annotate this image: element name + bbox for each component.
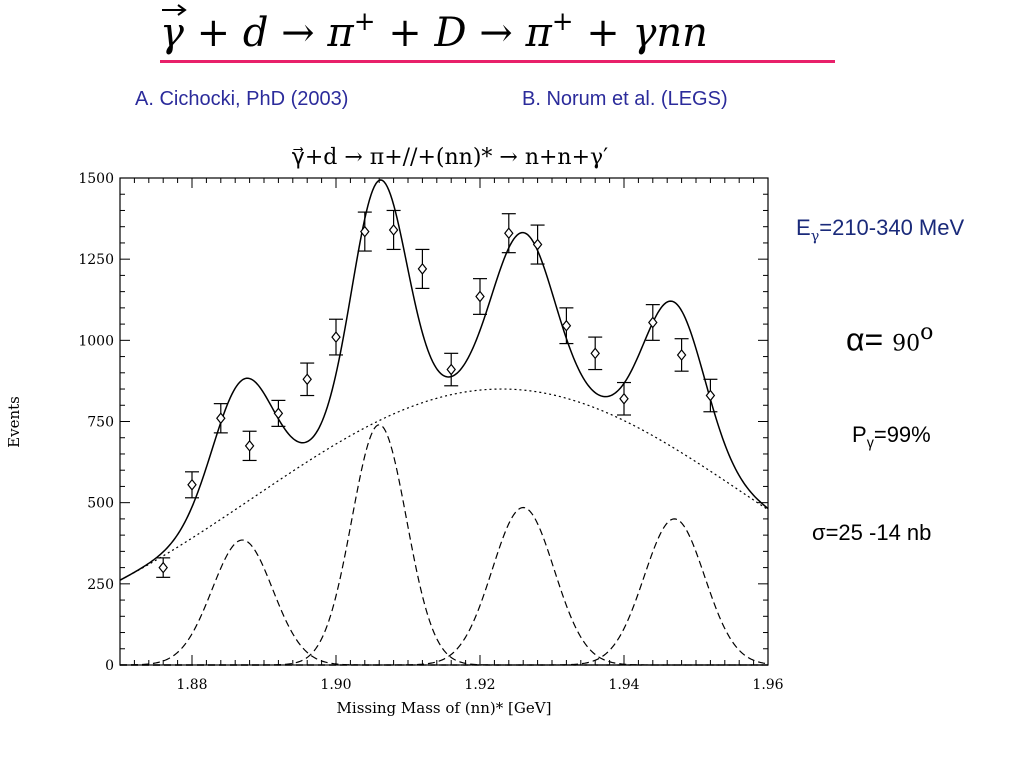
svg-text:γ + d → π+ + D → π+ + γnn: γ + d → π+ + D → π+ + γnn [160,7,708,56]
reaction-plus1: + [354,7,376,37]
data-point [590,347,600,360]
y-tick-label: 1250 [78,252,114,268]
alpha-angle: α= 90o [846,320,933,359]
reaction-plus2: + [552,7,574,37]
sigma-symbol: σ [812,520,826,545]
y-tick-label: 1500 [78,171,114,187]
y-tick-label: 250 [87,577,114,593]
x-tick-label: 1.94 [608,677,639,693]
reaction-equation: γ + d → π+ + D → π+ + γnn [160,4,708,56]
energy-sub: γ [810,228,820,245]
citation-left: A. Cichocki, PhD (2003) [135,88,349,110]
reaction-gamma: γ [160,10,184,56]
x-tick-label: 1.90 [320,677,351,693]
data-point [676,348,687,361]
x-tick-labels: 1.88 1.90 1.92 1.94 1.96 [176,677,783,693]
data-point [446,363,456,376]
x-tick-label: 1.96 [752,677,783,693]
fit-curves [119,179,769,666]
data-point [244,439,255,452]
pol-label: P [852,422,867,447]
title-underline [160,60,835,63]
y-tick-label: 1000 [78,333,114,349]
data-points [156,209,718,578]
y-tick-label: 500 [87,496,114,512]
cross-section: σ=25 -14 nb [812,520,931,546]
y-tick-label: 750 [87,415,114,431]
data-point [417,262,428,275]
alpha-symbol: α [846,321,865,358]
data-point [187,478,197,491]
plot-frame [119,177,769,666]
polarization: Pγ=99% [852,422,931,451]
data-point [561,319,572,332]
data-point [360,225,370,238]
data-point [216,412,226,425]
data-point [158,561,168,574]
sigma-value: =25 -14 nb [825,520,932,545]
y-tick-labels: 0 250 500 750 1000 1250 1500 [78,171,114,674]
x-tick-label: 1.92 [464,677,495,693]
energy-range: Eγ=210-340 MeV [796,215,964,244]
alpha-equals: = [864,321,884,358]
data-point [532,238,543,251]
vector-arrow-head [177,4,187,16]
energy-label: E [796,215,811,240]
data-point [504,227,514,240]
x-tick-label: 1.88 [176,677,207,693]
total-fit-curve [119,179,769,581]
data-point [273,407,284,420]
background-curve [119,388,769,581]
data-point [705,389,716,402]
energy-value: =210-340 MeV [819,215,965,240]
peak-curve [120,518,769,666]
citation-right: B. Norum et al. (LEGS) [522,88,728,110]
data-point [331,331,341,344]
pol-value: =99% [873,422,931,447]
alpha-value: 90 [892,331,921,357]
data-point [302,373,312,386]
data-point [388,223,399,236]
peak-curve [120,424,768,666]
y-axis-label: Events [5,396,23,448]
data-point [475,290,485,303]
peak-curve [120,506,768,666]
alpha-unit: o [920,320,934,345]
axis-ticks [119,177,769,666]
reaction-part1: + d → π [184,10,354,56]
peak-curve [119,539,768,666]
reaction-part2: + D → π [376,10,553,56]
x-axis-label: Missing Mass of (nn)* [GeV] [337,699,552,717]
y-tick-label: 0 [105,658,114,674]
missing-mass-chart: γ⃗+d → π+//+(nn)* → n+n+γ′ 0 250 500 750 100… [5,145,784,717]
data-point [619,392,629,405]
pol-sub: γ [866,435,874,452]
reaction-part3: + γnn [574,10,708,56]
data-point [648,316,658,329]
chart-title: γ⃗+d → π+//+(nn)* → n+n+γ′ [292,145,608,170]
